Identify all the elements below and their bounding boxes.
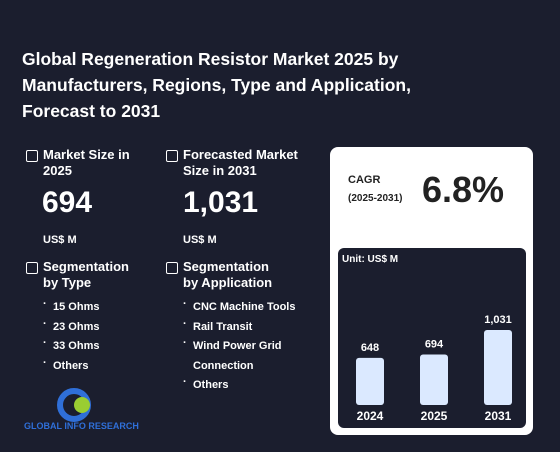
segment-app-list: CNC Machine ToolsRail TransitWind Power …	[183, 295, 298, 396]
forecast-label: Forecasted Market Size in 2031	[183, 147, 298, 178]
cagr-value: 6.8%	[422, 169, 505, 210]
x-tick-label: 2024	[357, 409, 384, 423]
x-tick-label: 2025	[421, 409, 448, 423]
logo: GLOBAL INFO RESEARCH	[24, 388, 139, 431]
value-label: 648	[361, 342, 379, 354]
icon	[166, 262, 178, 274]
segment-app-label: Segmentation by Application	[183, 259, 273, 290]
logo-mark	[74, 397, 90, 413]
list-item: Others	[43, 354, 99, 377]
list-item: 33 Ohms	[43, 334, 99, 357]
cagr-label: CAGR	[348, 174, 381, 186]
bar	[484, 330, 512, 405]
market-size-label: Market Size in 2025	[43, 147, 130, 178]
logo-text: GLOBAL INFO RESEARCH	[24, 421, 139, 431]
segment-type-label: Segmentation by Type	[43, 259, 129, 290]
forecast-unit: US$ M	[183, 234, 217, 246]
list-item: Wind Power Grid Connection	[183, 334, 298, 376]
cagr-card: CAGR (2025-2031) 6.8% Unit: US$ M 648 202…	[330, 147, 533, 435]
forecast-value: 1,031	[183, 186, 259, 219]
value-label: 1,031	[484, 314, 512, 326]
value-label: 694	[425, 339, 444, 351]
chart-unit: Unit: US$ M	[342, 254, 398, 265]
icon	[26, 262, 38, 274]
x-tick-label: 2031	[485, 409, 512, 423]
list-item: Others	[183, 373, 298, 396]
list-item: 15 Ohms	[43, 295, 99, 318]
chart-panel	[338, 248, 526, 428]
market-size-value: 694	[42, 186, 93, 219]
icon	[26, 150, 38, 162]
icon	[166, 150, 178, 162]
segment-type-list: 15 Ohms23 Ohms33 OhmsOthers	[43, 295, 99, 377]
chart: Unit: US$ M 648 2024 694 2025 1,031 2031	[338, 248, 526, 428]
market-size-unit: US$ M	[43, 234, 77, 246]
list-item: Rail Transit	[183, 315, 298, 338]
list-item: CNC Machine Tools	[183, 295, 298, 318]
list-item: 23 Ohms	[43, 315, 99, 338]
cagr-period: (2025-2031)	[348, 193, 403, 204]
bar	[356, 357, 384, 405]
bar	[420, 354, 448, 405]
title: Global Regeneration Resistor Market 2025…	[22, 49, 411, 121]
